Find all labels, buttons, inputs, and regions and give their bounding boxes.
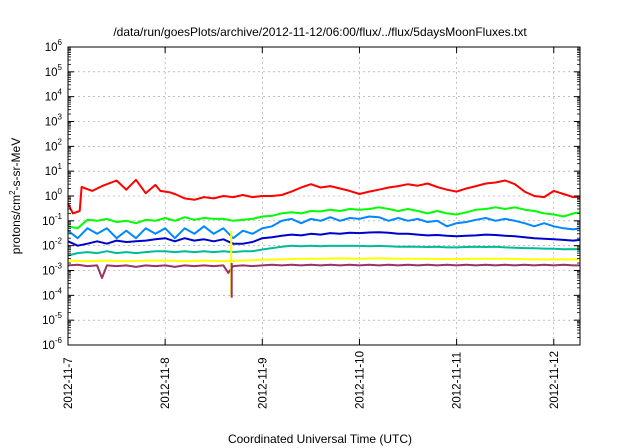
x-tick-label: 2012-11-9 [257,357,269,409]
y-tick-label: 10-1 [42,212,62,228]
grid [68,47,580,345]
y-tick-label: 10-4 [42,286,62,302]
y-axis-label: protons/cm2-s-sr-MeV [8,138,23,254]
y-tick-label: 101 [45,162,63,178]
y-tick-label: 102 [45,137,63,153]
series-line [67,244,581,257]
x-tick-label: 2012-11-11 [452,352,464,409]
x-tick-label: 2012-11-12 [549,351,561,409]
series-line [67,206,581,230]
x-axis-label: Coordinated Universal Time (UTC) [228,432,412,446]
y-tick-label: 106 [45,38,63,54]
series-line [67,257,580,263]
chart-title: /data/run/goesPlots/archive/2012-11-12/0… [113,25,527,39]
y-tick-label: 10-6 [42,336,62,352]
y-tick-label: 103 [45,113,63,129]
x-tick-label: 2012-11-10 [354,351,366,409]
y-tick-label: 10-3 [42,262,62,278]
y-tick-label: 100 [45,187,63,203]
y-tick-label: 10-2 [42,237,62,253]
series-line [67,231,581,247]
x-axis-ticks: 2012-11-7 2012-11-8 2012-11-9 2012-11-10 201… [63,47,561,409]
y-tick-label: 105 [45,63,63,79]
x-tick-label: 2012-11-7 [63,357,75,409]
y-axis-ticks: 10-6 10-5 10-4 10-3 10-2 10-1 100 101 102 103 104 1… [42,38,580,352]
y-tick-label: 104 [45,88,63,104]
y-tick-label: 10-5 [42,311,62,327]
series-line [67,178,581,215]
series-group [67,178,581,298]
series-line [67,263,580,279]
x-tick-label: 2012-11-8 [160,357,172,409]
series-line [67,215,581,240]
